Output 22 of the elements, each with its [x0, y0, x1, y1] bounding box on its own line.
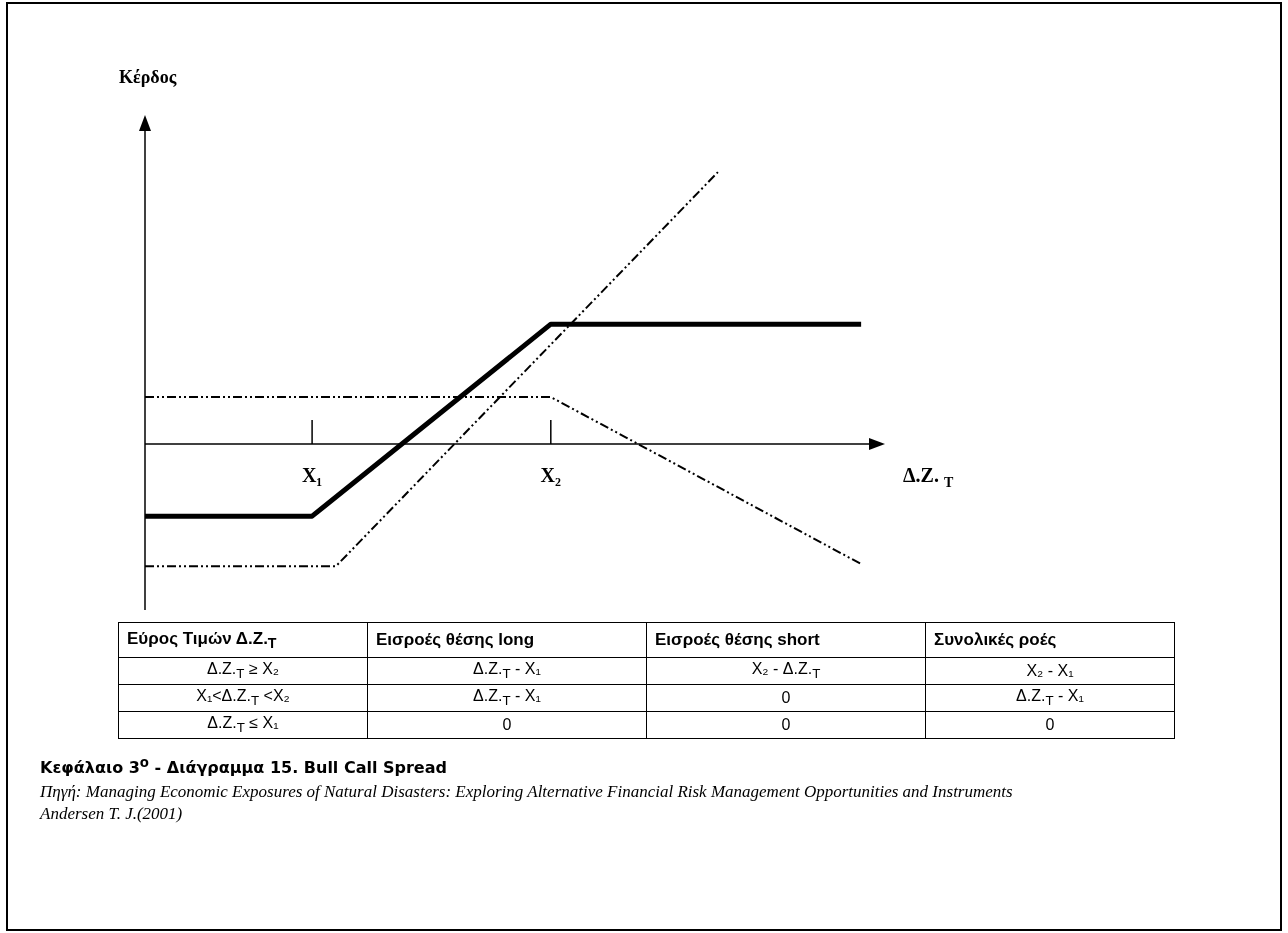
- text: Εύρος Τιμών Δ.Ζ.$_{Τ}$: [118, 622, 368, 658]
- text: 0: [646, 684, 926, 712]
- text: Δ.Ζ.$_{Τ}$ - X₁: [925, 684, 1175, 712]
- text: Πηγή: Managing Economic Exposures of Natural Disasters: Exploring Alternative Financial Risk Management Opportunities and Instruments Andersen T. J.(2001): [40, 781, 1014, 826]
- text: Εισροές θέσης short: [646, 622, 926, 658]
- text: Συνολικές ροές: [925, 622, 1175, 658]
- text: Δ.Ζ.$_{Τ}$ ≥ X₂: [118, 657, 368, 685]
- text: 0: [925, 711, 1175, 739]
- text: 0: [646, 711, 926, 739]
- text: X₂ - Δ.Ζ.$_{Τ}$: [646, 657, 926, 685]
- text: Εισροές θέσης long: [367, 622, 647, 658]
- text: Δ.Ζ.$_{Τ}$ - X₁: [367, 657, 647, 685]
- text: Κεφάλαιο 3$^{ο}$ - Διάγραμμα 15. Bull Call Spread: [40, 755, 448, 778]
- text: X₂ - X₁: [925, 657, 1175, 685]
- text: X₁<Δ.Ζ.$_{Τ}$ <X₂: [118, 684, 368, 712]
- y-axis-title: Κέρδος: [119, 67, 177, 87]
- x-tick-label: X₁: [301, 464, 323, 487]
- x-axis-title: Δ.Ζ. Τ: [903, 464, 954, 491]
- x-tick-label: X₂: [540, 464, 562, 487]
- text: Δ.Ζ.$_{Τ}$ ≤ X₁: [118, 711, 368, 739]
- text: Δ.Ζ.$_{Τ}$ - X₁: [367, 684, 647, 712]
- text: 0: [367, 711, 647, 739]
